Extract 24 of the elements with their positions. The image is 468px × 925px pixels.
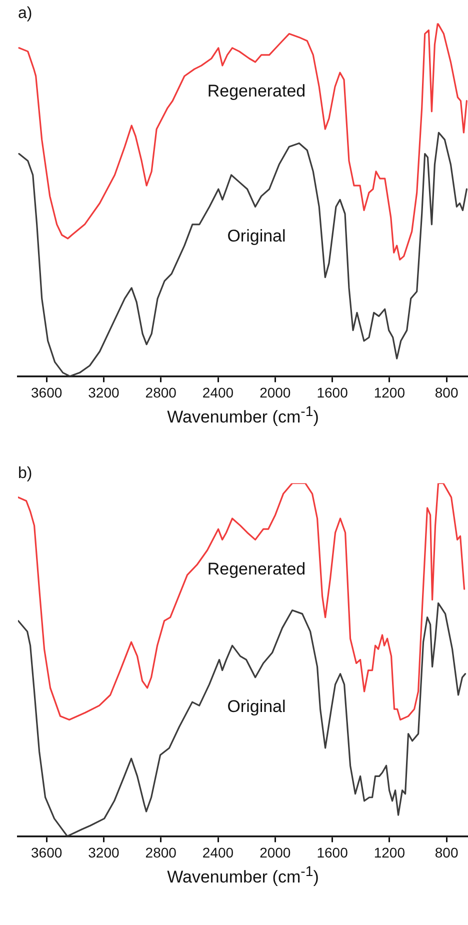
- chart-title: a): [18, 5, 32, 22]
- series-label: Regenerated: [207, 559, 306, 578]
- x-tick-label: 3200: [88, 844, 120, 860]
- x-tick-label: 800: [434, 844, 458, 860]
- x-tick-label: 1600: [316, 844, 348, 860]
- series-label: Regenerated: [207, 82, 306, 101]
- series-label: Original: [227, 697, 286, 716]
- x-tick-label: 1200: [374, 384, 406, 400]
- chart-title: b): [18, 465, 32, 482]
- x-axis-title: Wavenumber (cm$^{-1}$): [166, 404, 320, 428]
- x-tick-label: 2400: [202, 844, 234, 860]
- x-tick-label: 2800: [145, 844, 177, 860]
- x-tick-label: 1200: [374, 844, 406, 860]
- x-tick-label: 2000: [260, 844, 291, 860]
- x-tick-label: 800: [434, 384, 458, 400]
- x-tick-label: 2800: [145, 384, 177, 400]
- x-tick-label: 2000: [260, 384, 291, 400]
- x-tick-label: 1600: [316, 384, 348, 400]
- x-tick-label: 3600: [30, 844, 62, 860]
- x-tick-label: 3600: [30, 384, 62, 400]
- x-tick-label: 3200: [88, 384, 120, 400]
- x-axis-title: Wavenumber (cm$^{-1}$): [166, 864, 320, 888]
- series-label: Original: [227, 226, 286, 246]
- x-tick-label: 2400: [202, 384, 234, 400]
